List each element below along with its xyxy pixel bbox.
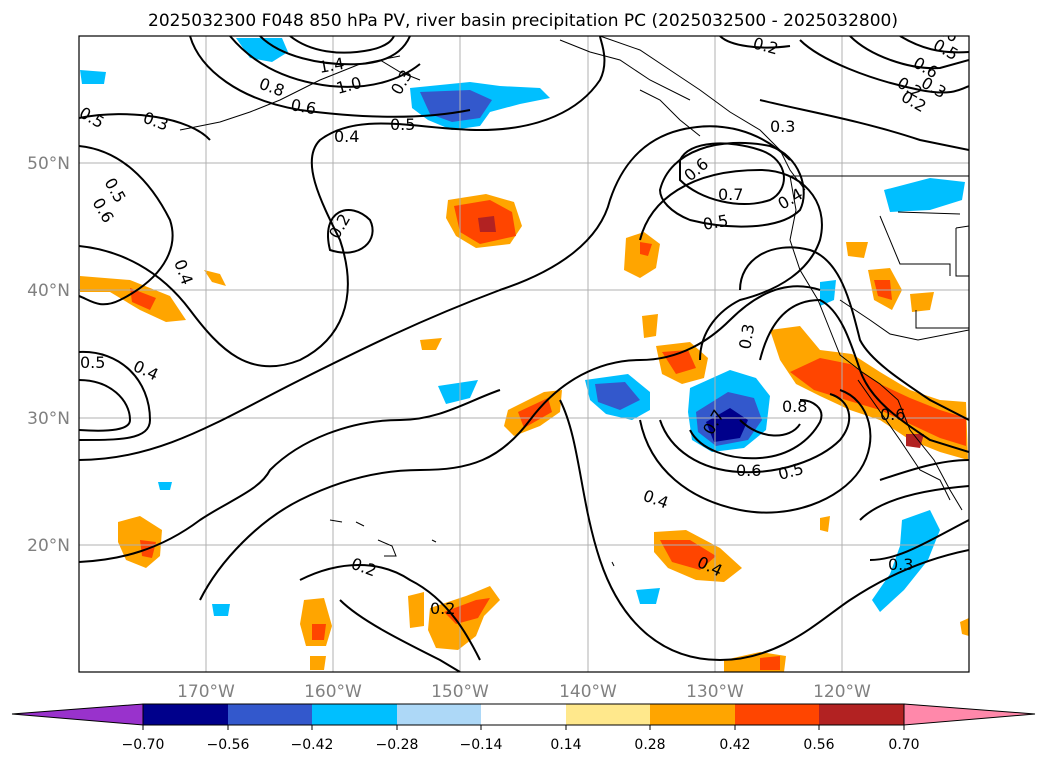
colorbar-tick-label: 0.28 <box>634 737 665 753</box>
colorbar-segment <box>566 704 650 725</box>
precip-patch <box>906 434 924 448</box>
colorbar-segment <box>143 704 228 725</box>
precip-patch <box>706 408 748 442</box>
colorbar: −0.70 −0.56 −0.42 −0.28 −0.14 0.14 0.28 … <box>11 703 1036 753</box>
contour-label: 0.6 <box>930 17 962 46</box>
gridlines <box>79 36 969 672</box>
colorbar-tick-label: 0.70 <box>888 737 919 753</box>
precip-patch <box>420 338 442 350</box>
precip-patch <box>236 38 288 62</box>
lon-tick-label: 150°W <box>431 682 489 702</box>
contour-label: 0.2 <box>430 599 455 618</box>
contour-label: 0.5 <box>701 211 729 234</box>
contour-label: 1.4 <box>317 54 345 77</box>
precip-patch <box>636 588 660 604</box>
precip-patch <box>130 288 156 310</box>
lat-tick-label: 30°N <box>27 409 70 429</box>
precip-patch <box>820 280 836 306</box>
precip-patch <box>872 510 940 612</box>
lon-tick-label: 120°W <box>813 682 871 702</box>
lon-tick-label: 170°W <box>177 682 235 702</box>
precip-patch <box>204 270 226 286</box>
precip-patch <box>158 482 172 490</box>
lon-tick-label: 160°W <box>304 682 362 702</box>
precip-patch <box>790 358 966 446</box>
precip-patch <box>884 178 965 212</box>
lon-tick-label: 140°W <box>559 682 617 702</box>
contour-label: 0.7 <box>718 185 743 204</box>
precip-patch <box>312 624 326 640</box>
precip-patch <box>80 70 106 84</box>
precip-patch <box>642 314 658 338</box>
colorbar-tick-label: −0.42 <box>291 737 334 753</box>
colorbar-segment <box>650 704 735 725</box>
lat-tick-label: 20°N <box>27 536 70 556</box>
precip-patch <box>212 604 230 616</box>
precipitation-shading <box>80 38 969 672</box>
contour-label: 0.3 <box>888 555 913 574</box>
pv-contours <box>79 36 969 672</box>
contour-label: 0.4 <box>334 127 359 146</box>
precip-patch <box>595 382 640 410</box>
precip-patch <box>408 592 424 628</box>
precip-patch <box>820 516 830 532</box>
colorbar-segment <box>735 704 819 725</box>
colorbar-tick-label: 0.14 <box>550 737 581 753</box>
precip-patch <box>910 292 934 312</box>
colorbar-tick-label: −0.14 <box>460 737 503 753</box>
colorbar-segment <box>397 704 481 725</box>
precip-patch <box>660 540 716 570</box>
coastlines <box>179 36 969 567</box>
contour-label: 0.5 <box>80 353 105 372</box>
colorbar-segment <box>481 704 566 725</box>
contour-label: 0.5 <box>390 115 415 134</box>
colorbar-segment <box>312 704 397 725</box>
colorbar-extend-low <box>11 703 144 726</box>
colorbar-segment <box>228 704 312 725</box>
precip-patch <box>478 216 496 232</box>
precip-patch <box>640 242 652 256</box>
lat-tick-label: 50°N <box>27 154 70 174</box>
contour-label: 0.2 <box>751 34 781 59</box>
colorbar-extend-high <box>903 703 1036 726</box>
colorbar-tick-label: 0.42 <box>719 737 750 753</box>
map-title: 2025032300 F048 850 hPa PV, river basin … <box>148 11 898 31</box>
contour-label: 0.6 <box>736 461 761 480</box>
contour-label: 0.6 <box>289 95 317 118</box>
precip-patch <box>624 232 660 278</box>
colorbar-tick-label: −0.56 <box>207 737 250 753</box>
contour-label: 0.3 <box>770 117 795 136</box>
precip-patch <box>438 380 478 404</box>
map-area: 1.4 1.0 0.8 0.6 0.5 0.4 0.3 0.2 0.3 0.6 … <box>78 17 970 673</box>
colorbar-tick-label: −0.28 <box>376 737 419 753</box>
precip-patch <box>760 656 780 670</box>
contour-label: 0.8 <box>782 397 807 416</box>
contour-label: 0.6 <box>880 405 905 424</box>
colorbar-tick-label: 0.56 <box>803 737 834 753</box>
colorbar-tick-label: −0.70 <box>122 737 165 753</box>
contour-label: 0.3 <box>735 322 758 350</box>
map-frame <box>78 35 970 673</box>
lat-tick-label: 40°N <box>27 281 70 301</box>
precip-patch <box>960 618 969 636</box>
latitude-tick-labels: 50°N 40°N 30°N 20°N <box>27 154 70 556</box>
precip-patch <box>846 242 868 258</box>
precip-patch <box>310 656 326 670</box>
lon-tick-label: 130°W <box>686 682 744 702</box>
colorbar-ticks <box>142 725 905 730</box>
longitude-tick-labels: 170°W 160°W 150°W 140°W 130°W 120°W <box>177 682 871 702</box>
colorbar-segment <box>819 704 904 725</box>
